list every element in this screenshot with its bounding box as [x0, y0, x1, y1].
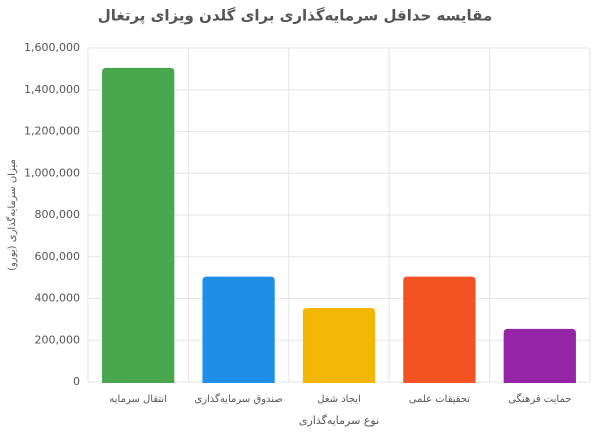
chart-title: مقایسه حداقل سرمایه‌گذاری برای گلدن ویزا…	[98, 7, 493, 26]
y-tick-label: 200,000	[35, 333, 81, 346]
x-tick-label: صندوق سرمایه‌گذاری	[194, 393, 282, 405]
x-axis-label: نوع سرمایه‌گذاری	[299, 414, 379, 427]
x-tick-label: انتقال سرمایه	[109, 394, 167, 405]
bar	[503, 328, 576, 383]
y-tick-label: 1,000,000	[24, 166, 80, 179]
y-tick-label: 600,000	[35, 250, 81, 263]
y-tick-label: 400,000	[35, 292, 81, 305]
y-tick-label: 1,200,000	[24, 125, 80, 138]
x-tick-label: ایجاد شغل	[317, 394, 360, 405]
y-tick-label: 1,400,000	[24, 83, 80, 96]
x-tick-label: حمایت فرهنگی	[508, 393, 571, 405]
y-tick-label: 0	[73, 375, 80, 388]
y-tick-label: 1,600,000	[24, 41, 80, 54]
bar	[302, 307, 376, 383]
y-axis-label: میزان سرمایه‌گذاری (یورو)	[6, 159, 18, 271]
x-tick-label: تحقیقات علمی	[409, 394, 471, 405]
bar	[102, 67, 175, 383]
y-tick-label: 800,000	[35, 208, 81, 221]
bar	[202, 276, 275, 383]
bar	[403, 276, 476, 383]
